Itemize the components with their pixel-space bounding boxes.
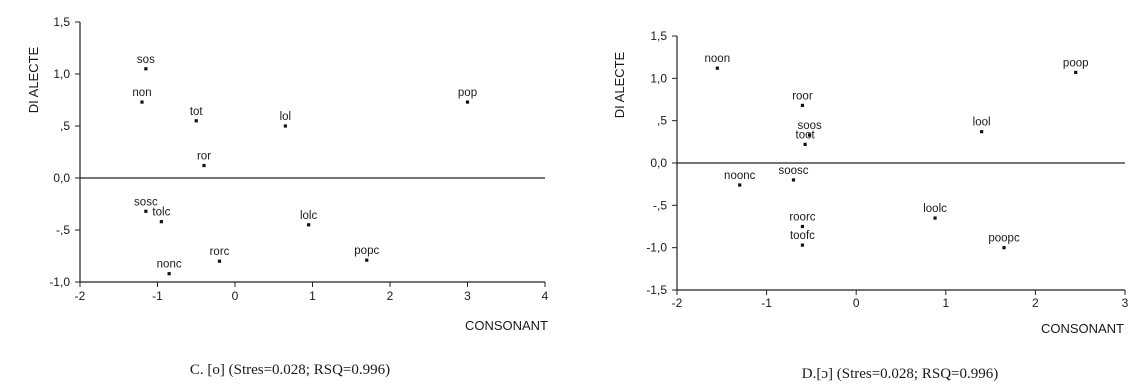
x-tick-label: -2 [75,289,86,303]
point-label: sos [137,54,155,66]
point-label: lolc [300,210,318,222]
point-label: sosc [134,196,158,208]
x-tick-label: -1 [761,296,772,310]
data-point [217,259,222,263]
x-tick-label: 0 [232,289,239,303]
data-point [283,124,287,128]
x-tick-label: 1 [942,296,949,310]
data-point [808,133,812,137]
data-point [307,223,311,227]
y-axis-label: DI ALECTE [612,51,627,118]
data-point [803,142,807,146]
data-point [791,178,796,182]
panel-caption: C. [o] (Stres=0.028; RSQ=0.996) [190,362,390,378]
x-tick-label: -1 [152,289,163,303]
data-point [980,130,984,134]
point-label: noonc [724,170,756,182]
y-tick-label: 1,0 [53,67,70,81]
point-label: non [132,87,151,99]
x-tick-label: 3 [464,289,471,303]
point-label: noon [705,53,731,65]
data-point [465,100,470,104]
x-tick-label: 2 [1032,296,1039,310]
y-tick-label: ,5 [60,119,70,133]
point-label: poop [1063,57,1089,69]
x-tick-label: 2 [387,289,394,303]
point-label: lool [973,117,991,129]
x-tick-label: 4 [542,289,549,303]
point-label: toot [796,129,816,141]
point-label: poopc [988,233,1020,245]
data-point [167,272,171,276]
point-label: ror [197,151,211,163]
point-label: soosc [778,165,808,177]
point-label: lol [280,111,292,123]
data-point [738,183,742,187]
x-tick-label: 3 [1122,296,1129,310]
point-label: pop [458,87,477,99]
y-tick-label: 1,5 [650,29,667,43]
y-tick-label: ,5 [657,114,667,128]
x-tick-label: 1 [309,289,316,303]
panel-d: 1,5 1,0 ,5 0,0 -,5 -1,0 -1,5 -2 -1 0 1 2 3 DI ALECTE C… [612,29,1129,382]
y-tick-label: -1,5 [646,283,667,297]
panel-c: 1,5 1,0 ,5 0,0 -,5 -1,0 -2 -1 0 1 2 3 4 DI ALECTE CONS… [26,15,549,378]
y-tick-label: -,5 [56,223,70,237]
point-label: rorc [210,246,230,258]
point-label: toofc [790,230,815,242]
x-tick-label: 0 [853,296,860,310]
data-point [202,163,206,168]
y-tick-label: -1,0 [49,275,70,289]
x-axis-label: CONSONANT [465,318,548,333]
data-point [715,66,719,70]
point-label: tolc [152,207,170,219]
data-point [800,243,805,247]
y-tick-label: -,5 [653,198,667,212]
data-point [144,209,148,213]
point-label: roorc [789,212,815,224]
data-point [194,119,198,123]
panel-caption: D.[ɔ] (Stres=0.028; RSQ=0.996) [802,366,999,382]
point-label: nonc [157,259,182,271]
point-label: loolc [923,203,947,215]
data-point [144,67,148,71]
data-point [365,258,369,262]
point-label: roor [792,90,813,102]
y-tick-label: 1,0 [650,71,667,85]
data-point [1074,70,1078,75]
data-point [1002,246,1006,250]
point-label: soos [797,120,822,132]
data-point [800,224,805,229]
x-axis-label: CONSONANT [1041,321,1124,336]
data-point [933,216,937,220]
data-point [159,220,163,224]
point-label: popc [354,245,379,257]
y-tick-label: 0,0 [53,171,70,185]
data-point [800,103,805,108]
y-axis-label: DI ALECTE [26,46,41,113]
point-label: tot [190,106,204,118]
y-tick-label: 1,5 [53,15,70,29]
y-tick-label: -1,0 [646,241,667,255]
data-point [140,100,144,104]
y-tick-label: 0,0 [650,156,667,170]
x-tick-label: -2 [672,296,683,310]
